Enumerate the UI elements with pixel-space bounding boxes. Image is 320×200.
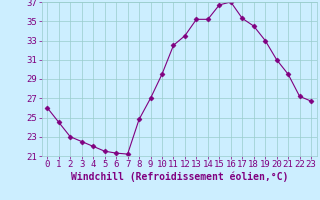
X-axis label: Windchill (Refroidissement éolien,°C): Windchill (Refroidissement éolien,°C)	[70, 172, 288, 182]
